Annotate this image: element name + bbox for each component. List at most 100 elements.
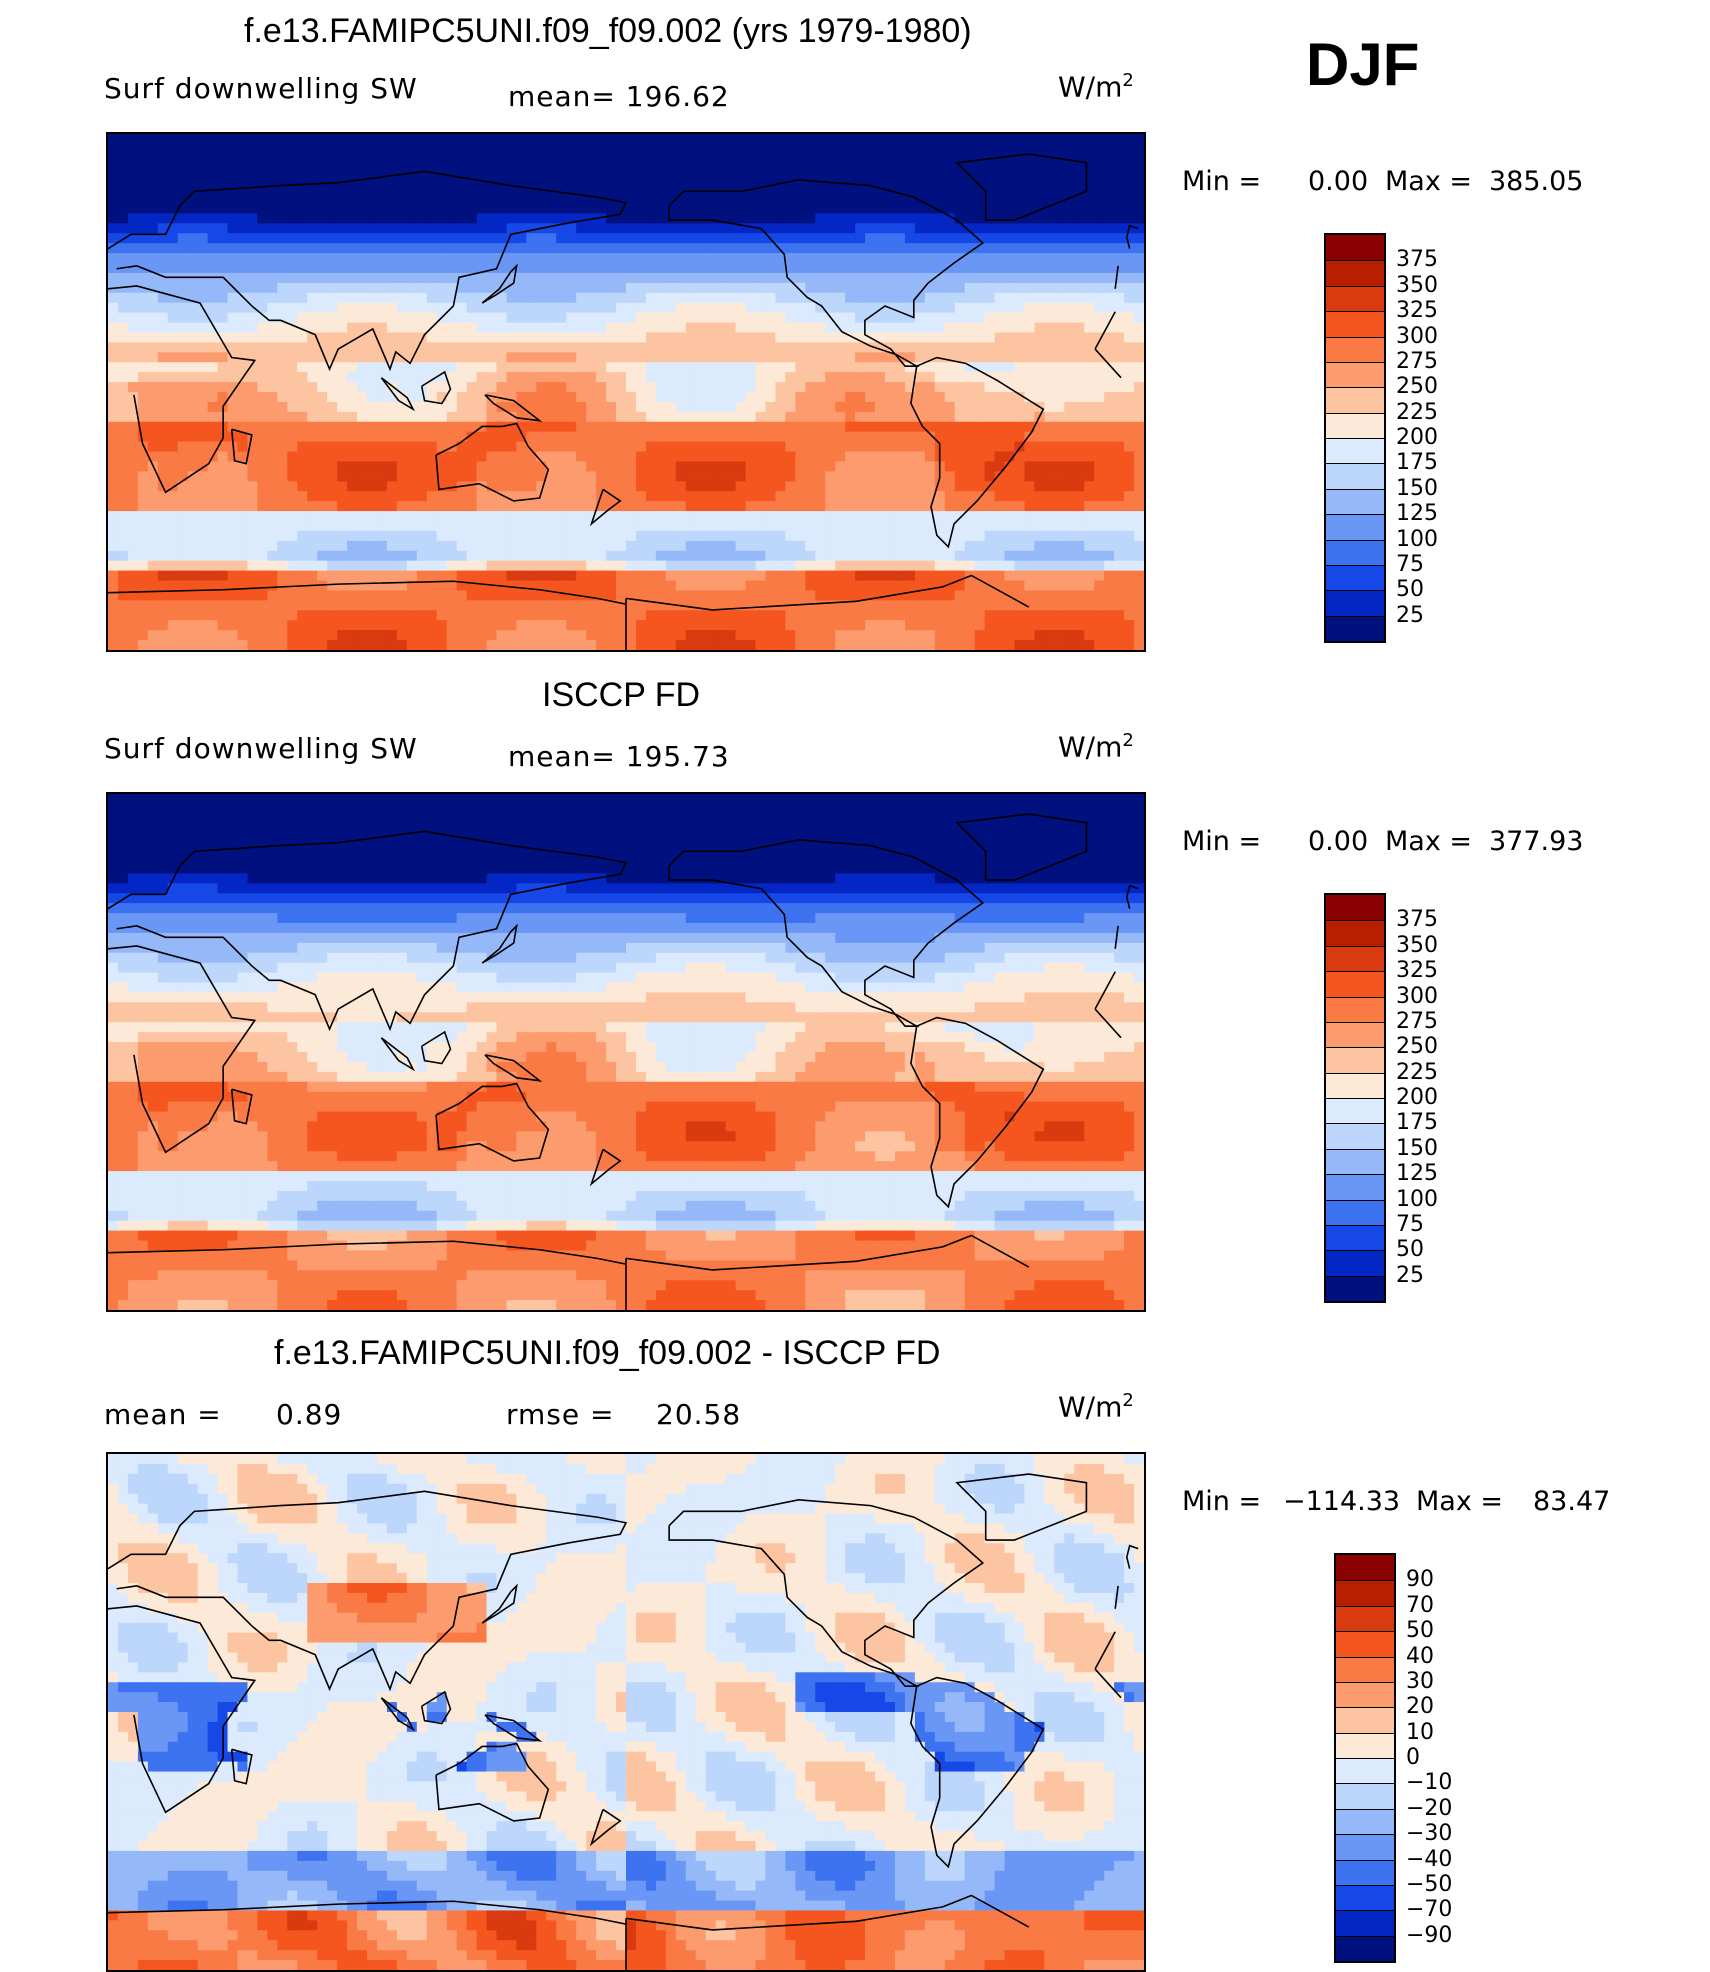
map-cell: [1014, 153, 1026, 165]
map-cell: [616, 143, 627, 155]
map-cell: [1094, 530, 1105, 542]
map-cell: [108, 332, 119, 343]
map-cell: [307, 134, 318, 145]
map-cell: [745, 263, 757, 274]
map-cell: [1074, 421, 1085, 433]
map-cell: [1024, 521, 1036, 532]
map-cell: [556, 282, 567, 294]
map-cell: [795, 550, 806, 562]
map-cell: [735, 421, 747, 433]
map-cell: [337, 570, 348, 582]
map-cell: [496, 312, 508, 324]
map-cell: [1114, 511, 1125, 522]
map-cell: [1004, 401, 1016, 413]
map-cell: [367, 461, 378, 472]
map-cell: [337, 451, 348, 463]
map-cell: [914, 590, 926, 601]
map-cell: [616, 322, 627, 334]
map-cell: [755, 243, 767, 254]
map-cell: [785, 332, 796, 343]
map-cell: [566, 600, 577, 611]
map-cell: [1084, 560, 1095, 572]
map-cell: [954, 213, 966, 224]
map-cell: [217, 600, 229, 611]
map-cell: [755, 570, 767, 582]
map-cell: [486, 481, 498, 492]
map-cell: [536, 511, 547, 522]
map-cell: [586, 521, 597, 532]
map-cell: [825, 401, 836, 413]
map-cell: [108, 134, 119, 145]
map-cell: [297, 540, 308, 552]
map-cell: [1084, 272, 1095, 284]
map-cell: [117, 153, 129, 165]
map-cell: [556, 203, 567, 214]
map-cell: [924, 411, 936, 423]
map-cell: [267, 163, 278, 175]
map-cell: [765, 560, 777, 572]
map-cell: [904, 362, 916, 373]
map-cell: [875, 501, 886, 512]
map-cell: [337, 411, 348, 423]
map-cell: [725, 550, 737, 562]
map-cell: [815, 501, 826, 512]
map-cell: [904, 540, 916, 552]
map-cell: [944, 382, 956, 393]
map-cell: [914, 550, 926, 562]
map-cell: [695, 530, 707, 542]
map-cell: [1124, 540, 1135, 552]
map-cell: [785, 233, 796, 244]
map-cell: [974, 461, 986, 472]
map-cell: [108, 411, 119, 423]
map-cell: [247, 431, 259, 443]
map-cell: [655, 401, 667, 413]
map-cell: [357, 451, 368, 463]
map-cell: [994, 143, 1006, 155]
map-cell: [416, 153, 428, 165]
map-cell: [964, 243, 976, 254]
map-cell: [665, 203, 677, 214]
map-cell: [1134, 530, 1144, 542]
map-cell: [466, 213, 478, 224]
map-cell: [1094, 570, 1105, 582]
map-cell: [1124, 521, 1135, 532]
map-cell: [865, 223, 876, 234]
map-cell: [904, 233, 916, 244]
map-cell: [1124, 173, 1135, 185]
map-cell: [1084, 471, 1095, 482]
map-cell: [616, 163, 627, 175]
map-cell: [307, 243, 318, 254]
map-cell: [875, 362, 886, 373]
map-cell: [815, 481, 826, 492]
map-cell: [964, 481, 976, 492]
map-cell: [526, 134, 537, 145]
map-cell: [197, 143, 209, 155]
map-cell: [1094, 292, 1105, 304]
map-cell: [845, 292, 856, 304]
map-cell: [984, 540, 996, 552]
map-cell: [984, 352, 996, 363]
map-cell: [297, 282, 308, 294]
map-cell: [635, 481, 647, 492]
map-cell: [775, 312, 786, 324]
map-cell: [446, 530, 458, 542]
map-cell: [307, 590, 318, 601]
map-cell: [466, 411, 478, 423]
map-cell: [1054, 441, 1065, 453]
map-cell: [287, 560, 298, 572]
map-cell: [506, 183, 518, 195]
map-cell: [1004, 183, 1016, 195]
map-cell: [396, 481, 408, 492]
map-cell: [715, 471, 727, 482]
map-cell: [626, 540, 637, 552]
map-cell: [566, 153, 577, 165]
map-cell: [376, 521, 388, 532]
map-cell: [1084, 143, 1095, 155]
map-cell: [1004, 550, 1016, 562]
map-cell: [606, 263, 617, 274]
map-cell: [845, 431, 856, 443]
map-cell: [795, 233, 806, 244]
map-cell: [396, 382, 408, 393]
map-cell: [755, 431, 767, 443]
map-cell: [606, 550, 617, 562]
